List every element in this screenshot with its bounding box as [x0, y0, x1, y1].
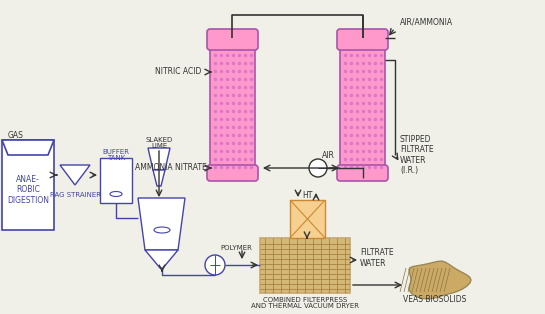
Text: HT: HT [302, 191, 312, 199]
Polygon shape [409, 261, 471, 299]
Text: RAG STRAINER: RAG STRAINER [50, 192, 100, 198]
Text: COMBINED FILTERPRESS
AND THERMAL VACUUM DRYER: COMBINED FILTERPRESS AND THERMAL VACUUM … [251, 296, 359, 310]
Bar [210, 38, 255, 173]
Bar [2, 140, 54, 230]
Text: FILTRATE
WATER: FILTRATE WATER [360, 248, 393, 268]
Bar [290, 200, 325, 238]
Text: POLYMER: POLYMER [220, 245, 252, 251]
Text: GAS: GAS [8, 131, 24, 139]
Polygon shape [138, 198, 185, 250]
Text: BUFFER
TANK: BUFFER TANK [102, 149, 130, 161]
Bar [340, 38, 385, 173]
Bar [100, 158, 132, 203]
Text: VEAS BIOSOLIDS: VEAS BIOSOLIDS [403, 295, 467, 305]
FancyBboxPatch shape [337, 29, 388, 50]
Text: ANAE-
ROBIC
DIGESTION: ANAE- ROBIC DIGESTION [7, 175, 49, 205]
Polygon shape [60, 165, 90, 185]
FancyBboxPatch shape [337, 165, 388, 181]
Polygon shape [2, 140, 54, 155]
Text: SLAKED
LIME: SLAKED LIME [146, 137, 173, 149]
Text: AIR: AIR [322, 150, 335, 160]
Polygon shape [153, 170, 165, 186]
Text: AMMONIA NITRATE: AMMONIA NITRATE [135, 164, 207, 172]
Bar [260, 238, 350, 293]
Ellipse shape [154, 227, 170, 233]
Text: NITRIC ACID: NITRIC ACID [155, 68, 201, 77]
Circle shape [309, 159, 327, 177]
Text: AIR/AMMONIA: AIR/AMMONIA [400, 18, 453, 26]
Ellipse shape [110, 192, 122, 197]
Circle shape [205, 255, 225, 275]
Text: STIPPED
FILTRATE
WATER
(I.R.): STIPPED FILTRATE WATER (I.R.) [400, 135, 434, 175]
Polygon shape [148, 148, 170, 170]
FancyBboxPatch shape [207, 29, 258, 50]
Polygon shape [145, 250, 178, 268]
FancyBboxPatch shape [207, 165, 258, 181]
